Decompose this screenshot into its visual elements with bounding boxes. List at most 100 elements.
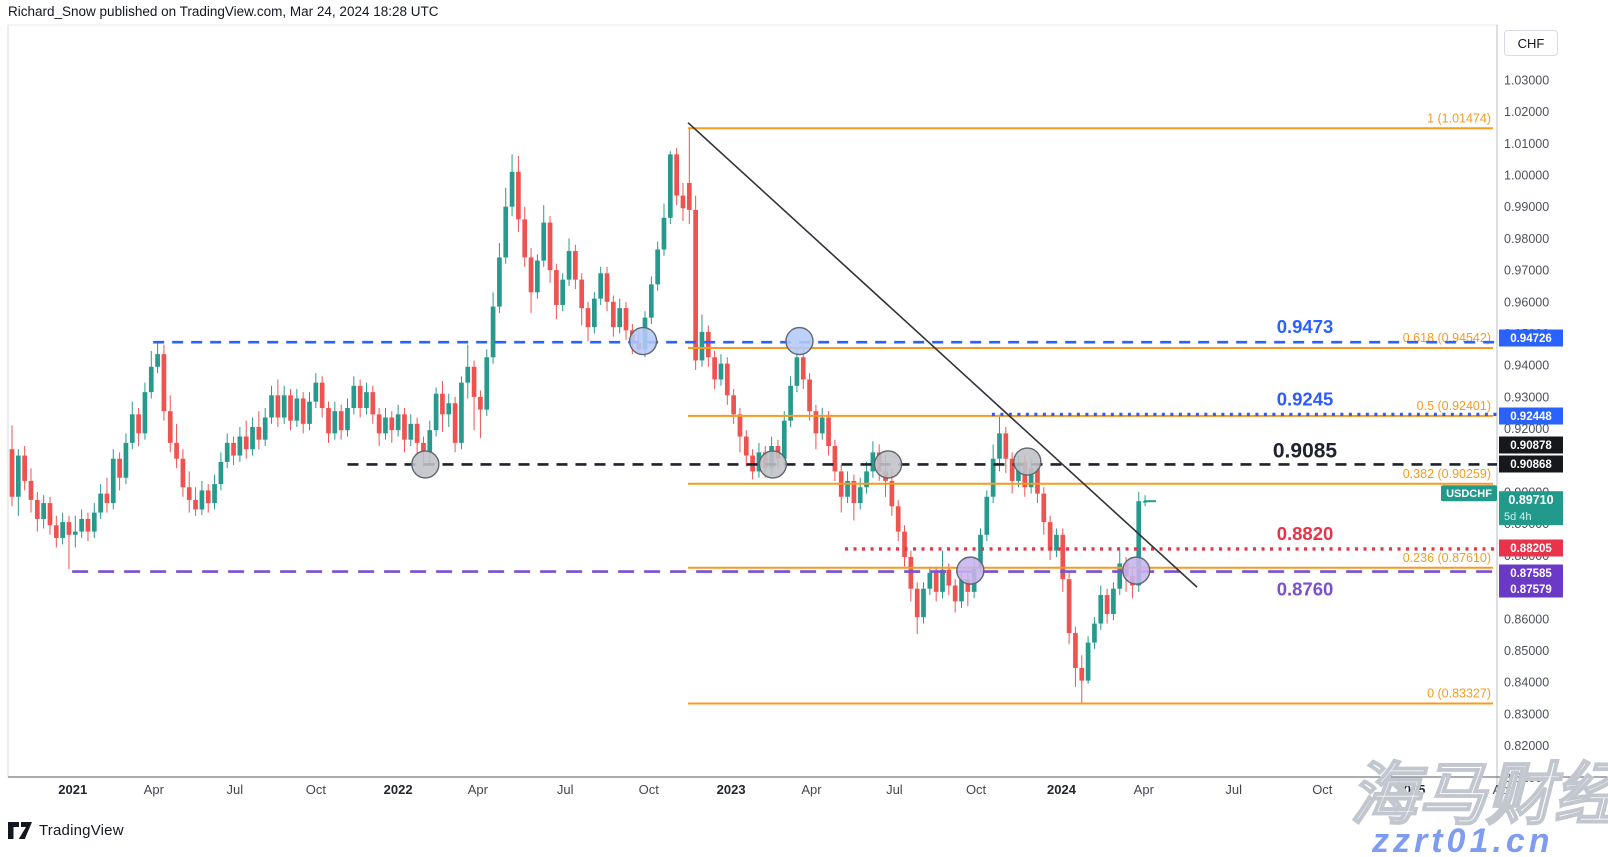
candle-body [294, 398, 300, 421]
level-price-label: 0.8760 [1277, 579, 1334, 600]
candle-body [15, 455, 21, 497]
candle-body [421, 442, 426, 453]
candle-body [1035, 468, 1040, 494]
time-tick-label: Jul [886, 782, 903, 797]
candle-body [72, 531, 78, 535]
candle-body [598, 273, 604, 299]
candle-body [1009, 458, 1015, 481]
candle-countdown: 5d 4h [1504, 511, 1532, 523]
price-tick-label: 0.82000 [1504, 739, 1549, 753]
time-tick-label: 2023 [717, 782, 746, 797]
candle-body [370, 392, 376, 415]
candle-body [592, 298, 597, 328]
swing-touch-marker-gray[interactable] [758, 450, 788, 479]
candle-body [857, 487, 863, 504]
candle-body [1111, 588, 1116, 615]
candle-body [414, 423, 420, 443]
swing-touch-marker-gray[interactable] [873, 450, 903, 479]
candle-body [921, 588, 926, 618]
candle-body [459, 382, 464, 443]
swing-touch-marker-blue[interactable] [628, 326, 658, 356]
candle-body [123, 442, 129, 478]
candle-body [351, 385, 357, 408]
candle-body [224, 442, 230, 462]
candle-body [560, 279, 566, 305]
tradingview-brand-text[interactable]: TradingView [39, 822, 124, 839]
candle-body [927, 572, 933, 589]
candle-body [737, 414, 743, 437]
currency-toggle-button[interactable]: CHF [1504, 30, 1558, 56]
swing-touch-marker-blue[interactable] [785, 326, 814, 356]
candle-body [832, 446, 838, 472]
swing-touch-marker-purple[interactable] [956, 556, 985, 585]
candle-body [326, 407, 331, 434]
candle-body [250, 427, 255, 450]
candle-body [984, 496, 990, 535]
candle-body [611, 301, 616, 328]
fib-level-label: 0.236 (0.87610) [1403, 551, 1491, 565]
candle-body [781, 420, 787, 459]
candle-body [243, 436, 249, 450]
price-tick-label: 1.00000 [1504, 169, 1549, 183]
fib-level-label: 0 (0.83327) [1427, 687, 1491, 701]
candle-body [300, 398, 306, 424]
time-tick-label: 2022 [384, 782, 413, 797]
descending-trendline[interactable] [687, 122, 1198, 588]
candle-body [427, 430, 433, 453]
price-axis-badge: 0.90868 [1499, 455, 1563, 473]
candle-body [604, 273, 610, 302]
candle-body [503, 206, 509, 258]
fib-level-label: 1 (1.01474) [1427, 111, 1491, 125]
candle-body [712, 357, 717, 380]
candle-body [794, 357, 800, 386]
candle-body [104, 493, 110, 504]
candle-body [870, 452, 876, 472]
swing-touch-marker-gray[interactable] [1013, 447, 1042, 476]
candle-body [383, 417, 388, 434]
candle-body [47, 503, 53, 526]
price-tick-label: 0.92000 [1504, 422, 1549, 436]
candle-body [1028, 468, 1034, 488]
candle-body [484, 357, 490, 410]
candle-body [813, 411, 819, 434]
candle-body [819, 417, 825, 434]
candle-body [180, 458, 186, 488]
candle-body [376, 414, 382, 434]
candle-body [117, 458, 122, 478]
price-tick-label: 1.03000 [1504, 73, 1549, 87]
candle-body [9, 449, 15, 497]
time-tick-label: Jul [227, 782, 244, 797]
price-axis[interactable]: 1.03000 1.02000 1.01000 1.00000 0.99000 0.980… [1504, 73, 1549, 784]
candle-body [28, 480, 34, 500]
candle-body [566, 251, 572, 280]
candle-body [465, 366, 471, 383]
candle-body [528, 257, 534, 293]
candle-body [788, 385, 793, 421]
candle-body [623, 308, 629, 331]
fib-retracement[interactable]: 1 (1.01474)0.618 (0.94542)0.5 (0.92401)0… [688, 111, 1493, 705]
candle-body [674, 154, 679, 196]
price-tick-label: 0.94000 [1504, 359, 1549, 373]
fib-level-label: 0.5 (0.92401) [1417, 399, 1491, 413]
price-axis-badge: 0.87585 [1499, 564, 1563, 582]
time-axis[interactable]: 2021 Apr Jul Oct 2022 Apr Jul Oct 2023 Apr Jul Oct 2… [58, 782, 1513, 797]
tradingview-logo-icon[interactable] [8, 822, 32, 839]
candle-body [946, 569, 952, 586]
candle-body [807, 379, 812, 412]
price-tick-label: 0.96000 [1504, 295, 1549, 309]
candle-body [395, 414, 401, 431]
time-tick-label: Jul [1225, 782, 1242, 797]
candle-body [478, 396, 483, 410]
candle-body [446, 403, 452, 415]
candle-body [402, 414, 407, 440]
swing-touch-marker-purple[interactable] [1122, 556, 1151, 585]
candle-body [91, 512, 97, 532]
candle-body [554, 270, 559, 305]
candle-body [705, 331, 711, 358]
swing-touch-marker-gray[interactable] [411, 450, 440, 479]
last-price-value: 0.89710 [1508, 493, 1553, 507]
candle-body [148, 366, 154, 393]
candle-body [332, 411, 338, 434]
candle-body [541, 222, 547, 261]
